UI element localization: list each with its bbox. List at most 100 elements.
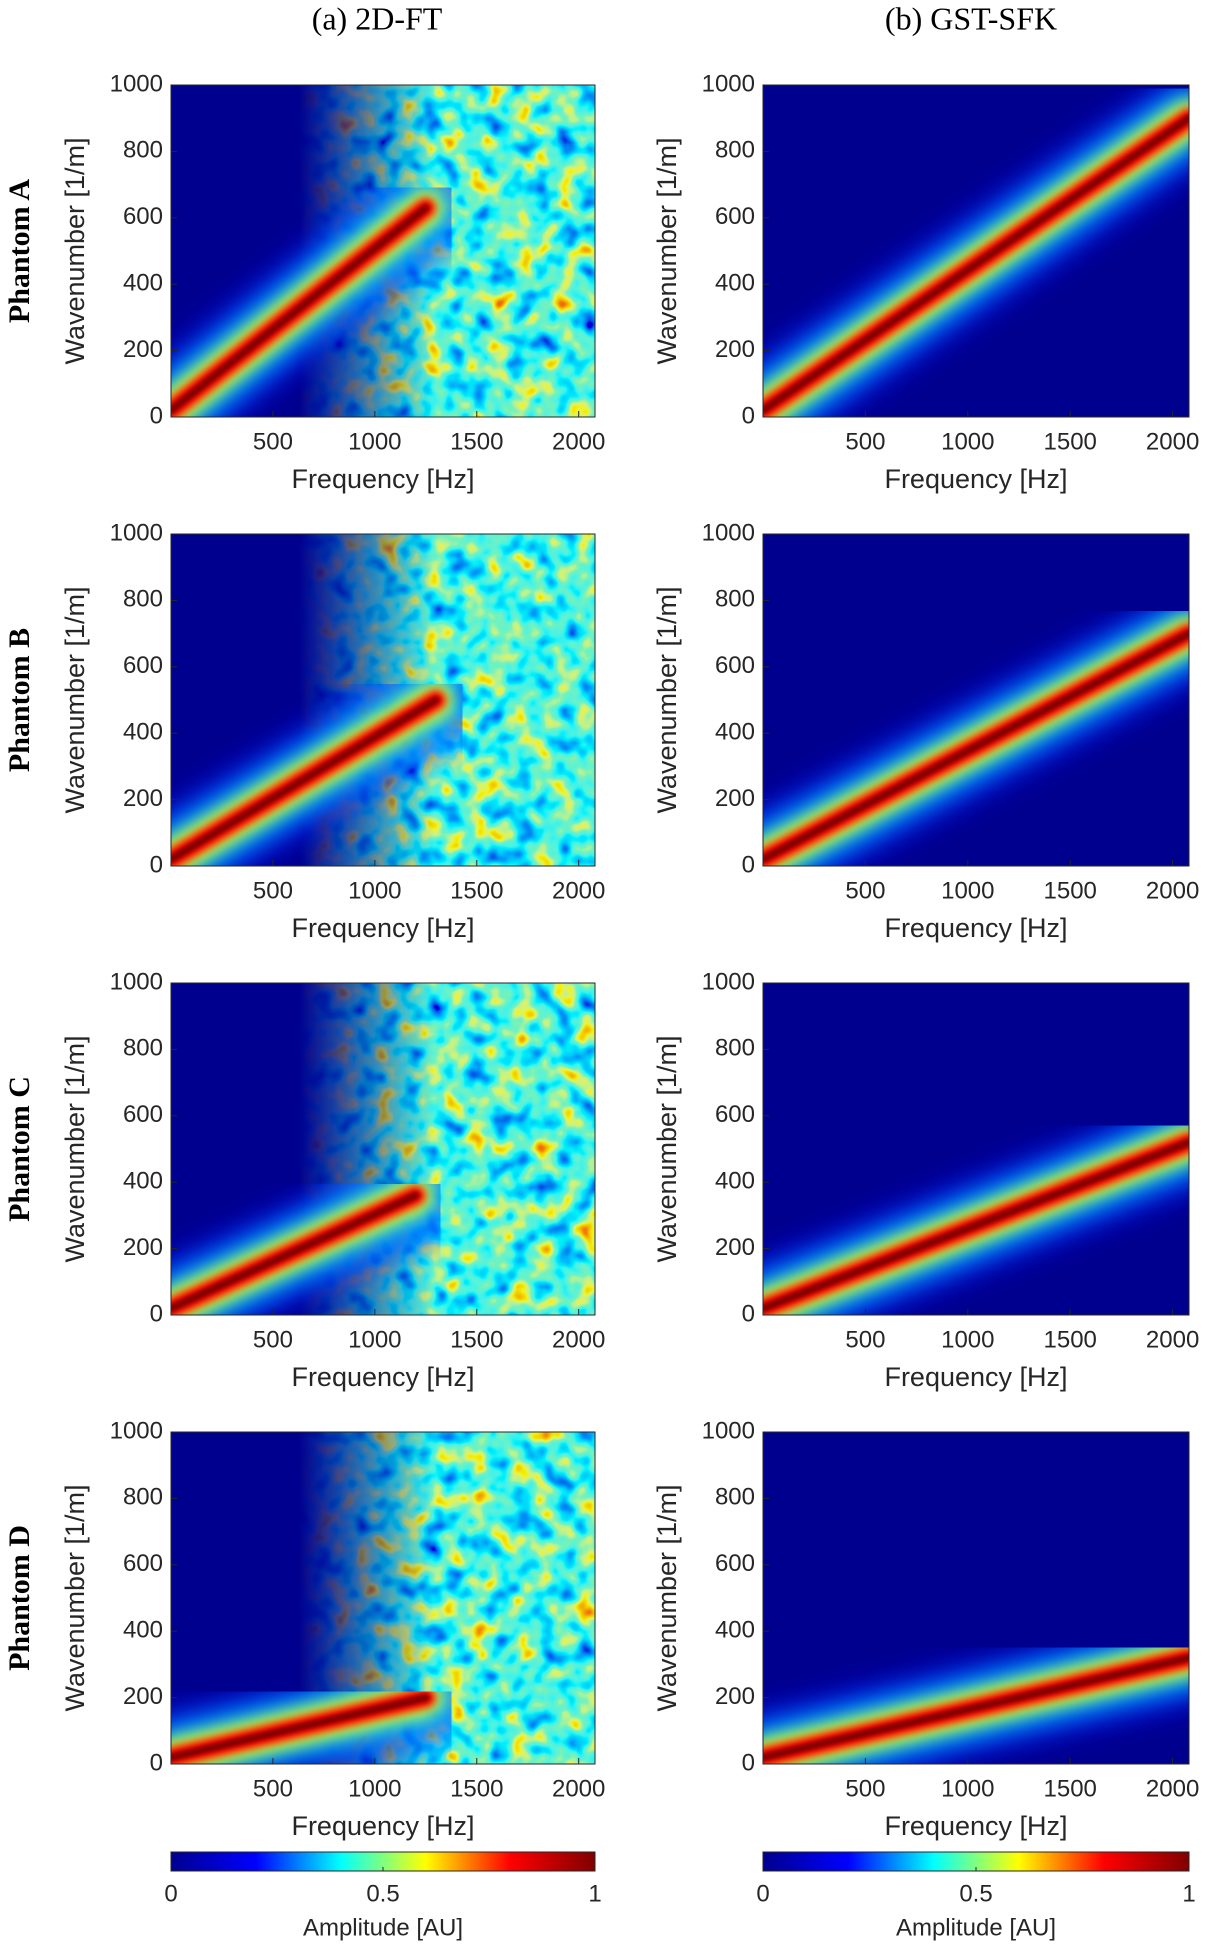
heatmap bbox=[171, 1432, 595, 1764]
colorbar-tick-label: 0.5 bbox=[366, 1880, 399, 1907]
y-tick-label: 200 bbox=[715, 1234, 755, 1261]
x-tick-label: 2000 bbox=[552, 428, 605, 455]
x-tick-label: 500 bbox=[253, 877, 293, 904]
x-tick-label: 1500 bbox=[450, 1775, 503, 1802]
x-tick-label: 500 bbox=[253, 428, 293, 455]
plot-frame bbox=[762, 982, 1190, 1316]
y-tick-label: 400 bbox=[123, 719, 163, 746]
y-tick-label: 1000 bbox=[110, 968, 163, 995]
x-axis-label: Frequency [Hz] bbox=[884, 1362, 1067, 1392]
x-tick-label: 1500 bbox=[1044, 1326, 1097, 1353]
y-tick-label: 800 bbox=[123, 1484, 163, 1511]
y-tick-label: 800 bbox=[715, 586, 755, 613]
x-tick-label: 1000 bbox=[348, 877, 401, 904]
x-axis-label: Frequency [Hz] bbox=[291, 1362, 474, 1392]
x-tick-label: 1000 bbox=[941, 1775, 994, 1802]
x-tick-label: 2000 bbox=[1146, 1326, 1199, 1353]
heatmap bbox=[763, 85, 1189, 417]
x-tick-label: 1000 bbox=[941, 1326, 994, 1353]
plot-frame bbox=[170, 982, 596, 1316]
row-label: Phantom C bbox=[3, 1076, 36, 1222]
y-tick-label: 1000 bbox=[702, 519, 755, 546]
x-tick-label: 1500 bbox=[450, 428, 503, 455]
x-tick-label: 1500 bbox=[1044, 1775, 1097, 1802]
colorbar-tick-label: 1 bbox=[1182, 1880, 1195, 1907]
y-tick-label: 600 bbox=[123, 1101, 163, 1128]
y-tick-label: 400 bbox=[715, 1617, 755, 1644]
ridge bbox=[171, 696, 440, 864]
y-tick-label: 1000 bbox=[702, 70, 755, 97]
colorbar-label: Amplitude [AU] bbox=[303, 1914, 463, 1941]
y-axis-label: Wavenumber [1/m] bbox=[652, 1484, 682, 1711]
y-tick-label: 200 bbox=[715, 336, 755, 363]
y-axis-label: Wavenumber [1/m] bbox=[60, 1484, 90, 1711]
y-tick-label: 600 bbox=[715, 1550, 755, 1577]
y-tick-label: 1000 bbox=[110, 519, 163, 546]
y-tick-label: 600 bbox=[715, 203, 755, 230]
y-axis-label: Wavenumber [1/m] bbox=[60, 137, 90, 364]
y-axis-label: Wavenumber [1/m] bbox=[652, 586, 682, 813]
x-axis-label: Frequency [Hz] bbox=[291, 1811, 474, 1841]
ridge bbox=[763, 1653, 1189, 1762]
column-title: (a) 2D-FT bbox=[312, 0, 443, 36]
y-tick-label: 600 bbox=[715, 652, 755, 679]
y-tick-label: 200 bbox=[123, 785, 163, 812]
plot-frame bbox=[170, 84, 596, 418]
plot-frame bbox=[762, 84, 1190, 418]
colorbar-label: Amplitude [AU] bbox=[896, 1914, 1056, 1941]
y-tick-label: 600 bbox=[123, 203, 163, 230]
x-tick-label: 2000 bbox=[1146, 1775, 1199, 1802]
heatmap bbox=[763, 1432, 1189, 1764]
plot-frame bbox=[762, 1431, 1190, 1765]
x-tick-label: 1500 bbox=[1044, 877, 1097, 904]
y-tick-label: 0 bbox=[742, 1749, 755, 1776]
colorbar-tick-label: 0.5 bbox=[959, 1880, 992, 1907]
y-tick-label: 0 bbox=[150, 1749, 163, 1776]
row-label: Phantom A bbox=[3, 179, 36, 324]
x-tick-label: 1000 bbox=[348, 1326, 401, 1353]
y-tick-label: 800 bbox=[715, 1035, 755, 1062]
row-label: Phantom B bbox=[3, 628, 36, 772]
y-axis-label: Wavenumber [1/m] bbox=[60, 586, 90, 813]
x-tick-label: 1500 bbox=[450, 1326, 503, 1353]
y-tick-label: 0 bbox=[742, 1300, 755, 1327]
x-axis-label: Frequency [Hz] bbox=[291, 464, 474, 494]
x-tick-label: 500 bbox=[845, 1775, 885, 1802]
ridge bbox=[763, 629, 1189, 864]
x-axis-label: Frequency [Hz] bbox=[884, 913, 1067, 943]
x-axis-label: Frequency [Hz] bbox=[291, 913, 474, 943]
x-tick-label: 500 bbox=[253, 1775, 293, 1802]
x-tick-label: 500 bbox=[845, 877, 885, 904]
y-tick-label: 800 bbox=[123, 586, 163, 613]
x-tick-label: 1000 bbox=[941, 877, 994, 904]
x-tick-label: 2000 bbox=[552, 877, 605, 904]
y-tick-label: 0 bbox=[150, 851, 163, 878]
x-tick-label: 2000 bbox=[1146, 428, 1199, 455]
heatmap bbox=[763, 534, 1189, 866]
y-tick-label: 0 bbox=[742, 851, 755, 878]
row-label: Phantom D bbox=[3, 1525, 36, 1671]
x-tick-label: 1500 bbox=[450, 877, 503, 904]
y-tick-label: 400 bbox=[123, 270, 163, 297]
y-tick-label: 800 bbox=[715, 1484, 755, 1511]
y-tick-label: 600 bbox=[123, 652, 163, 679]
colorbar-tick-label: 0 bbox=[164, 1880, 177, 1907]
y-tick-label: 400 bbox=[715, 1168, 755, 1195]
y-tick-label: 0 bbox=[150, 402, 163, 429]
y-tick-label: 400 bbox=[715, 270, 755, 297]
heatmap bbox=[171, 983, 595, 1315]
ridge bbox=[763, 1138, 1189, 1313]
y-tick-label: 800 bbox=[123, 1035, 163, 1062]
y-tick-label: 600 bbox=[715, 1101, 755, 1128]
y-tick-label: 200 bbox=[123, 1234, 163, 1261]
y-tick-label: 0 bbox=[150, 1300, 163, 1327]
y-tick-label: 1000 bbox=[702, 1417, 755, 1444]
x-tick-label: 1500 bbox=[1044, 428, 1097, 455]
y-tick-label: 400 bbox=[123, 1168, 163, 1195]
heatmap bbox=[171, 534, 595, 866]
x-tick-label: 2000 bbox=[552, 1326, 605, 1353]
y-tick-label: 800 bbox=[715, 137, 755, 164]
column-title: (b) GST-SFK bbox=[885, 0, 1057, 36]
y-tick-label: 200 bbox=[123, 336, 163, 363]
